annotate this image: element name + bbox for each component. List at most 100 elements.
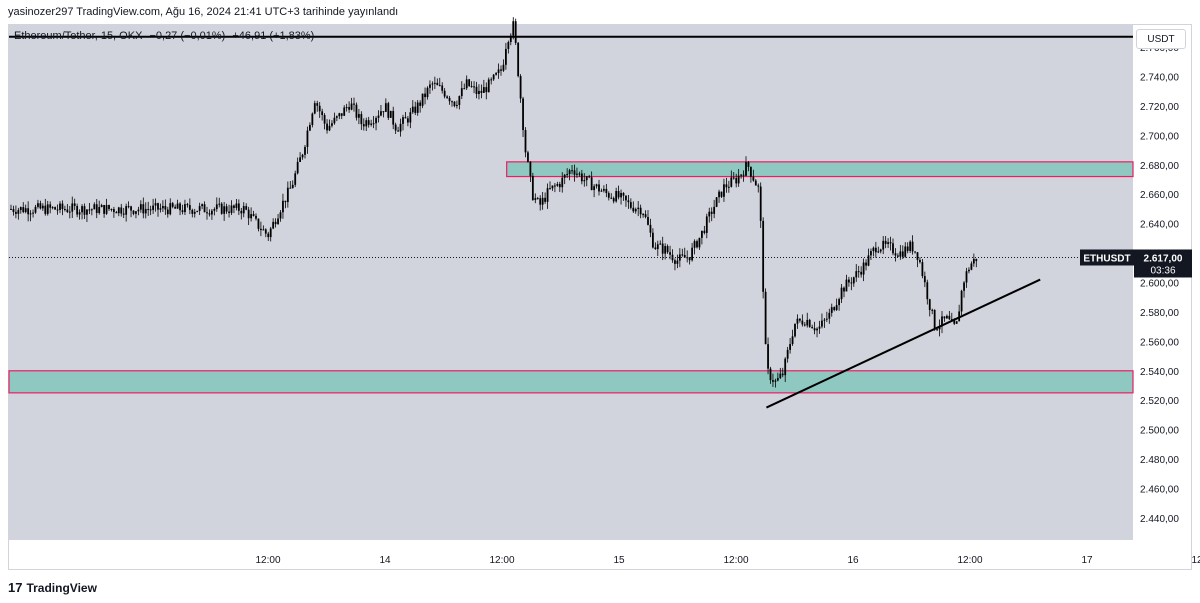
candle-body [362,124,365,127]
candle-body [801,320,804,325]
candle-body [497,69,500,74]
candle-body [870,251,872,256]
candle-body [536,198,539,200]
candle-body [487,79,490,93]
candle-body [874,247,877,253]
y-tick-label: 2.680,00 [1140,161,1179,172]
candle-body [757,185,760,187]
candle-body [460,88,463,97]
candle-body [946,315,948,319]
candle-body [282,200,284,213]
y-tick-label: 2.480,00 [1140,455,1179,466]
candle-body [938,326,941,330]
y-tick-label: 2.600,00 [1140,279,1179,290]
candle-body [242,206,245,214]
candle-body [95,204,98,213]
candle-body [647,216,649,225]
candle-body [637,207,640,210]
candle-body [348,107,350,110]
y-tick-label: 2.580,00 [1140,308,1179,319]
candle-body [433,82,436,84]
candle-body [727,186,730,188]
candle-body [262,229,265,231]
candle-body [683,255,686,258]
candle-body [830,307,833,313]
candle-body [12,209,15,212]
candle-body [833,307,836,311]
candle-body [509,35,512,43]
candle-body [64,208,66,210]
candle-body [610,197,613,199]
candle-body [171,203,174,207]
y-tick-label: 2.460,00 [1140,485,1179,496]
candle-body [803,324,806,326]
footer-brand: 17 TradingView [8,580,97,595]
candle-body [681,254,684,256]
candle-body [811,326,814,329]
candle-body [206,212,208,214]
candle-body [424,93,426,98]
candle-body [144,208,147,214]
candle-body [279,212,282,219]
supply-demand-zone [8,370,1134,394]
candle-body [88,209,91,211]
x-tick-label: 15 [613,555,625,566]
candle-body [735,178,738,184]
currency-button[interactable]: USDT [1136,29,1186,49]
candle-body [260,228,262,231]
candle-body [546,188,549,202]
candle-body [176,203,179,209]
y-tick-label: 2.700,00 [1140,131,1179,142]
candle-body [22,207,25,213]
candle-body [759,186,762,221]
candle-body [502,64,505,71]
candle-body [272,221,275,229]
candle-body [267,233,270,238]
countdown-label: 03:36 [1150,265,1175,276]
y-tick-label: 2.500,00 [1140,426,1179,437]
candle-body [882,240,885,250]
candle-body [698,237,701,248]
candle-body [941,316,943,327]
candle-body [629,202,632,208]
supply-demand-zone [506,161,1134,178]
candle-body [904,246,907,257]
candle-body [402,117,404,124]
candle-body [277,218,279,225]
candle-body [725,184,728,188]
trendline [765,278,1041,409]
candle-body [825,318,828,320]
candle-body [294,173,297,185]
candle-body [794,323,796,337]
candle-body [928,299,931,310]
candle-body [245,206,248,210]
candle-body [252,214,255,216]
candle-body [495,73,497,75]
candle-body [451,101,453,103]
candle-body [122,213,125,215]
candle-body [840,287,843,300]
candle-body [541,197,544,205]
candle-body [799,318,801,321]
candle-body [855,271,858,278]
candle-body [823,319,826,321]
candle-body [377,115,380,118]
tradingview-logo-icon: 17 [8,580,23,595]
candle-body [191,209,194,214]
candle-body [309,124,311,131]
candle-body [813,328,816,331]
candle-body [66,209,69,213]
candle-body [353,103,355,105]
candle-body [816,328,818,331]
candle-body [24,208,27,213]
legend-symbol: Ethereum/Tether, 15, OKX [14,30,143,42]
x-tick-label: 12:00 [1191,555,1200,566]
candle-body [438,85,441,87]
candle-body [215,204,218,210]
candle-body [953,319,956,324]
candle-body [806,319,809,326]
candle-body [674,260,676,264]
candle-body [872,247,875,252]
candle-body [286,187,289,203]
